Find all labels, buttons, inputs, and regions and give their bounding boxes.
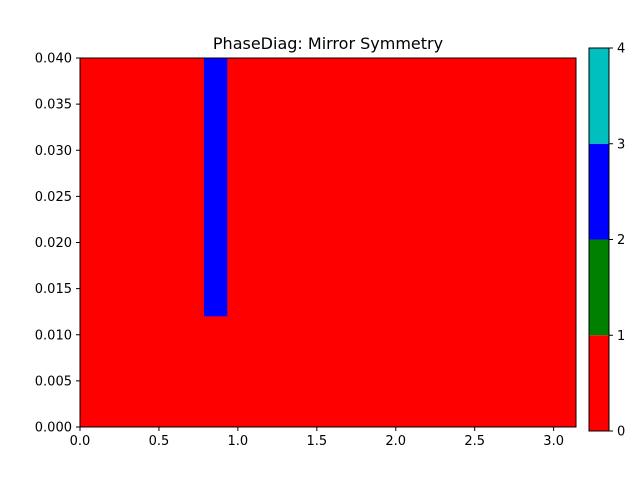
x-tick-label: 3.0 <box>543 434 564 449</box>
y-tick-label: 0.040 <box>35 52 72 67</box>
y-tick-label: 0.015 <box>35 282 72 297</box>
colorbar-segment <box>589 239 609 336</box>
x-tick-label: 1.0 <box>228 434 249 449</box>
x-tick-label: 1.5 <box>306 434 327 449</box>
y-tick-label: 0.010 <box>35 328 72 343</box>
y-tick-label: 0.000 <box>35 421 72 436</box>
colorbar-segment <box>589 143 609 240</box>
x-axis: 0.0 0.5 1.0 1.5 2.0 2.5 3.0 <box>70 427 564 449</box>
colorbar-segment <box>589 48 609 144</box>
x-tick-label: 2.5 <box>464 434 485 449</box>
x-tick-label: 0.5 <box>149 434 170 449</box>
y-tick-label: 0.020 <box>35 236 72 251</box>
colorbar-tick-label: 0 <box>617 425 625 440</box>
plot-area <box>79 57 577 428</box>
colorbar-tick-label: 3 <box>617 137 625 152</box>
colorbar-tick-label: 1 <box>617 329 625 344</box>
x-tick-label: 0.0 <box>70 434 91 449</box>
y-tick-label: 0.030 <box>35 144 72 159</box>
colorbar: 0 1 2 3 4 <box>588 42 625 440</box>
x-tick-label: 2.0 <box>385 434 406 449</box>
y-axis: 0.000 0.005 0.010 0.015 0.020 0.025 0.030 0.035… <box>35 52 80 436</box>
chart-title: PhaseDiag: Mirror Symmetry <box>213 34 443 53</box>
colorbar-tick-label: 2 <box>617 233 625 248</box>
y-tick-label: 0.035 <box>35 98 72 113</box>
colorbar-tick-label: 4 <box>617 42 625 57</box>
phase-background-region <box>80 58 576 427</box>
y-tick-label: 0.025 <box>35 190 72 205</box>
phase-region-1 <box>203 58 228 317</box>
y-tick-label: 0.005 <box>35 374 72 389</box>
colorbar-segment <box>589 335 609 431</box>
